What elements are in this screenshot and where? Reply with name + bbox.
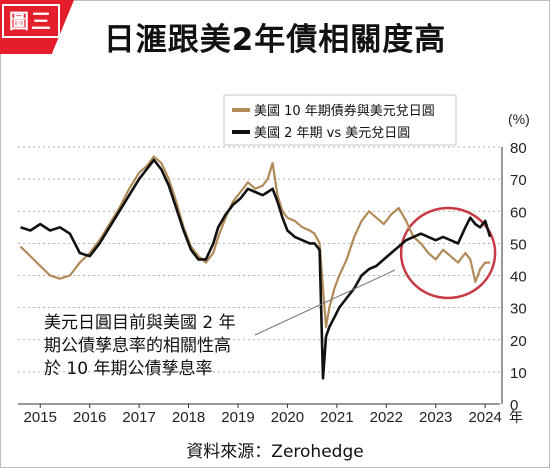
annotation-pointer [254, 269, 396, 336]
annotation-line: 於 10 年期公債孳息率 [44, 359, 212, 379]
y-tick-label: 60 [510, 204, 527, 221]
chart-title: 日滙跟美2年債相關度高 [103, 22, 447, 58]
x-tick-label: 2023 [419, 409, 452, 426]
x-tick-label: 2024 [468, 409, 501, 426]
y-tick-label: 70 [510, 172, 527, 189]
badge-label: 圖三 [2, 4, 60, 38]
x-tick-label: 2020 [271, 409, 304, 426]
series-lines [19, 155, 497, 380]
y-tick-label: 10 [510, 365, 527, 382]
y-tick-label: 50 [510, 236, 527, 253]
x-tick-label: 2015 [24, 409, 57, 426]
highlight-circle [399, 206, 497, 300]
y-tick-label: 20 [510, 333, 527, 350]
y-tick-label: 0 [510, 397, 518, 414]
annotation-line: 美元日圓目前與美國 2 年 [44, 313, 236, 333]
legend-box [223, 94, 457, 146]
x-axis-unit: 年 [509, 410, 523, 426]
x-tick-label: 2019 [221, 409, 254, 426]
x-tick-label: 2022 [370, 409, 403, 426]
legend-label: 美國 10 年期債券與美元兌日圓 [254, 103, 435, 119]
y-tick-label: 80 [510, 140, 527, 157]
x-tick-label: 2021 [320, 409, 353, 426]
axes: 0 10 20 30 40 50 60 70 80 (%) 2015 2016 2017 2018 2019… [18, 111, 530, 426]
x-tick-label: 2017 [122, 409, 155, 426]
y-tick-label: 40 [510, 269, 527, 286]
y-axis-unit: (%) [508, 111, 530, 127]
series-line-10y [19, 155, 491, 328]
x-tick-label: 2018 [172, 409, 205, 426]
series-line-2y [20, 158, 492, 380]
x-tick-label: 2016 [73, 409, 106, 426]
y-tick-label: 30 [510, 301, 527, 318]
legend-label: 美國 2 年期 vs 美元兌日圓 [254, 126, 410, 141]
annotation-line: 期公債孳息率的相關性高 [44, 336, 231, 356]
source-credit: 資料來源：Zerohedge [186, 442, 364, 462]
